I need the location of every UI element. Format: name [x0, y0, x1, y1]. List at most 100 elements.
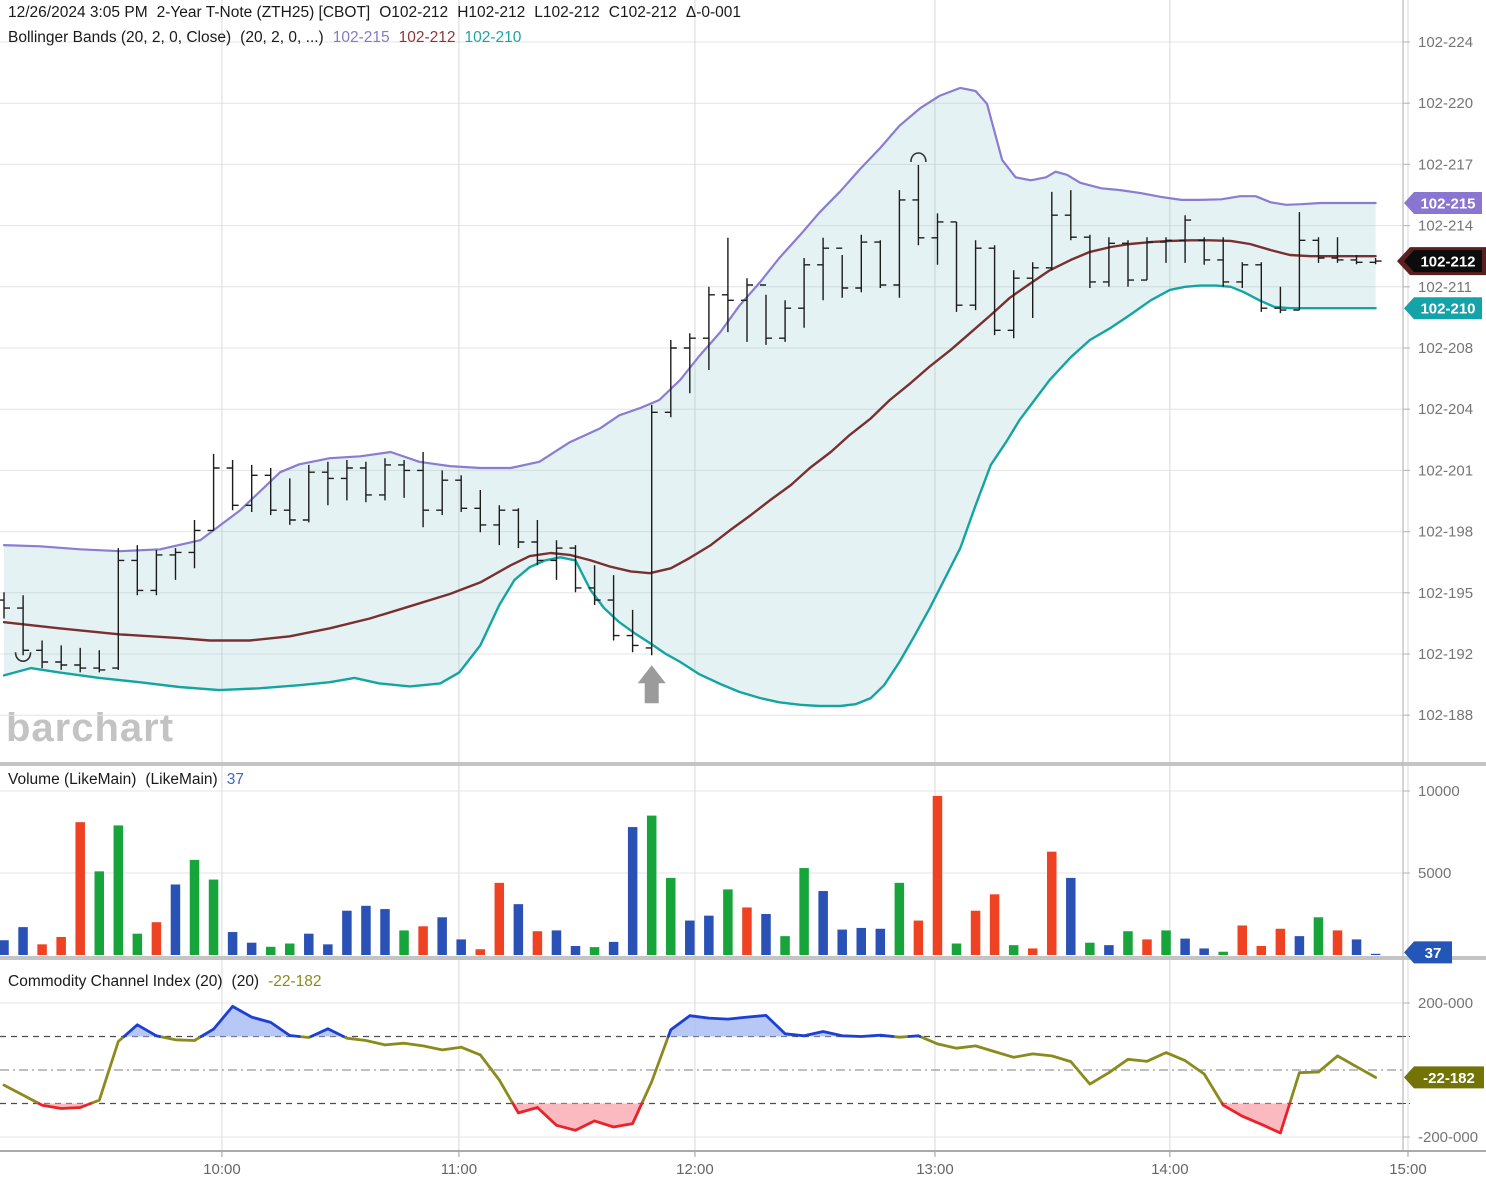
volume-bar — [1237, 925, 1247, 955]
price-axis-label: 102-220 — [1418, 95, 1473, 112]
price-axis-label: 102-201 — [1418, 462, 1473, 479]
volume-bar — [1085, 942, 1095, 955]
volume-bar — [1275, 928, 1286, 955]
volume-axis-label: 10000 — [1418, 783, 1460, 800]
price-axis-label: 102-192 — [1418, 646, 1473, 663]
barchart-watermark-logo: barchart — [6, 706, 175, 750]
quote-high: H102-212 — [457, 4, 526, 21]
volume-legend-label: Volume (LikeMain) — [8, 771, 137, 788]
volume-bar — [875, 928, 886, 955]
bb-upper-price-badge-text: 102-215 — [1420, 195, 1475, 212]
volume-bar — [1161, 930, 1171, 955]
volume-bar — [513, 904, 524, 955]
bollinger-legend-label: Bollinger Bands (20, 2, 0, Close) — [8, 29, 232, 46]
volume-bar — [1256, 945, 1267, 955]
volume-bar — [380, 909, 390, 955]
volume-bar — [1008, 945, 1019, 955]
bollinger-lower-band — [2, 284, 1377, 708]
bollinger-band-fill — [4, 87, 1376, 706]
volume-bar — [1027, 948, 1038, 955]
volume-bar — [589, 947, 600, 955]
bollinger-upper-value: 102-215 — [332, 29, 390, 46]
volume-bar — [1313, 917, 1324, 955]
volume-bar — [666, 877, 676, 955]
bb-upper-price-badge — [1404, 192, 1482, 214]
volume-value-badge-text: 37 — [1425, 945, 1442, 962]
volume-bar — [494, 882, 505, 955]
quote-legend: 12/26/2024 3:05 PM 2-Year T-Note (ZTH25) … — [8, 4, 750, 22]
time-axis-label: 12:00 — [676, 1161, 714, 1178]
cci-oversold-fill — [1222, 1103, 1290, 1133]
volume-bar — [94, 871, 104, 955]
volume-bar — [151, 922, 162, 955]
volume-bar — [323, 944, 333, 955]
quote-close: C102-212 — [608, 4, 677, 21]
last-price-badge — [1404, 250, 1482, 273]
volume-bar — [456, 939, 466, 955]
volume-legend-params: (LikeMain) — [145, 771, 218, 788]
cci-oversold-fill — [512, 1103, 642, 1131]
volume-bar — [399, 930, 409, 955]
quote-low: L102-212 — [534, 4, 600, 21]
volume-bar — [932, 795, 943, 955]
bollinger-legend: Bollinger Bands (20, 2, 0, Close) (20, 2,… — [8, 29, 530, 47]
volume-bar — [75, 822, 85, 955]
cci-axis-label: 200-000 — [1418, 995, 1473, 1012]
volume-bar — [304, 933, 314, 955]
time-axis-label: 15:00 — [1389, 1161, 1427, 1178]
volume-bar — [837, 929, 847, 955]
volume-bar — [856, 927, 866, 955]
volume-axis-label: 5000 — [1418, 865, 1451, 882]
cci-line-oversold — [37, 1102, 1292, 1135]
volume-bar — [1370, 953, 1381, 955]
time-axis-label: 14:00 — [1151, 1161, 1189, 1178]
volume-bar — [208, 879, 219, 955]
volume-bar — [970, 910, 981, 955]
volume-bar — [361, 905, 371, 955]
time-axis-label: 11:00 — [441, 1161, 477, 1178]
volume-bar — [818, 891, 828, 955]
volume-bar — [1294, 936, 1305, 955]
volume-bar — [685, 920, 695, 955]
cci-overbought-fill — [668, 1015, 893, 1037]
cci-line-overbought — [122, 1005, 922, 1038]
session-low-marker-icon — [14, 652, 32, 663]
volume-bar — [1142, 939, 1152, 955]
volume-bar — [1351, 939, 1362, 955]
quote-timestamp: 12/26/2024 3:05 PM — [8, 4, 148, 21]
price-axis-label: 102-208 — [1418, 340, 1473, 357]
price-axis-label: 102-188 — [1418, 707, 1473, 724]
price-axis-label: 102-211 — [1418, 279, 1472, 296]
cci-overbought-fill — [311, 1028, 344, 1037]
price-axis-label: 102-204 — [1418, 401, 1473, 418]
quote-instrument: 2-Year T-Note (ZTH25) [CBOT] — [156, 4, 371, 21]
bb-lower-price-badge-text: 102-210 — [1420, 301, 1475, 318]
session-high-marker-icon — [910, 152, 927, 163]
volume-bar — [437, 917, 447, 955]
volume-bar — [132, 933, 143, 955]
volume-bar — [704, 915, 714, 955]
volume-bar — [475, 949, 485, 955]
cci-legend: Commodity Channel Index (20) (20) -22-182 — [8, 973, 331, 991]
price-axis-label: 102-198 — [1418, 524, 1473, 541]
volume-bar — [1218, 951, 1228, 955]
volume-bar — [418, 926, 428, 955]
time-axis-label: 10:00 — [203, 1161, 241, 1178]
quote-change: Δ-0-001 — [685, 4, 742, 21]
buy-signal-arrow-icon — [637, 665, 666, 704]
price-axis-label: 102-224 — [1418, 34, 1473, 51]
volume-bar — [342, 910, 352, 955]
cci-value-badge-text: -22-182 — [1423, 1070, 1475, 1087]
time-axis-line — [0, 1150, 1486, 1152]
volume-bar — [18, 927, 28, 955]
volume-bar — [113, 825, 124, 955]
volume-bar — [894, 882, 905, 955]
volume-bar — [170, 884, 181, 955]
time-axis-label: 13:00 — [916, 1161, 954, 1178]
ohlc-price-bars[interactable] — [0, 165, 1382, 673]
bb-lower-price-badge — [1404, 297, 1482, 320]
volume-bar — [1332, 930, 1343, 955]
volume-bar — [761, 914, 771, 955]
volume-bar — [1180, 938, 1190, 955]
